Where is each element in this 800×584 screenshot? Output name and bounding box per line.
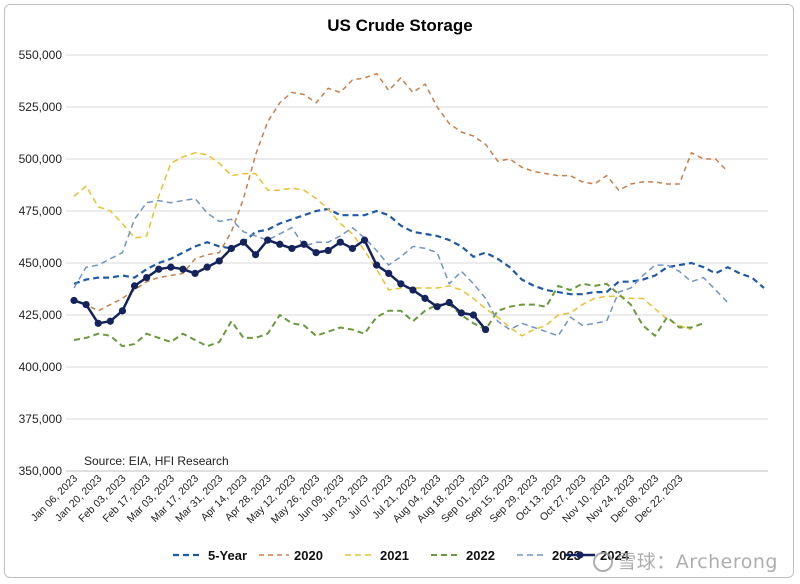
y-tick-label: 375,000 — [19, 412, 63, 426]
series-point — [421, 294, 429, 302]
series-point — [155, 265, 163, 273]
y-tick-label: 475,000 — [19, 204, 63, 218]
series-point — [336, 238, 344, 246]
series-point — [288, 244, 296, 253]
series-point — [312, 249, 320, 257]
series-point — [397, 280, 405, 288]
series-point — [82, 301, 90, 309]
series-point — [94, 319, 102, 327]
series-point — [70, 296, 78, 305]
series-point — [457, 309, 465, 317]
y-tick-label: 350,000 — [19, 464, 63, 478]
series-point — [215, 257, 223, 265]
series-point — [348, 244, 357, 253]
watermark: 雪球：Archerong — [593, 547, 778, 574]
series-point — [481, 325, 490, 334]
legend-label: 2021 — [380, 548, 409, 563]
series-point — [251, 251, 260, 259]
y-tick-label: 500,000 — [19, 152, 63, 166]
y-axis: 350,000 375,000 400,000 425,000 450,000 475,0… — [19, 48, 63, 478]
series-point — [203, 263, 211, 271]
series-point — [276, 240, 284, 248]
series-point — [227, 244, 235, 253]
watermark-text: 雪球：Archerong — [617, 551, 778, 573]
series-point — [324, 246, 332, 255]
y-tick-label: 425,000 — [19, 308, 63, 322]
series-layer — [70, 72, 765, 348]
series-point — [167, 263, 175, 271]
series-point — [106, 317, 114, 325]
series-point — [385, 269, 393, 277]
series-line-2020 — [73, 72, 729, 312]
series-line-5-year — [73, 207, 765, 296]
legend: 5-Year 2020 2021 2022 2023 2024 — [173, 548, 630, 563]
legend-label: 5-Year — [208, 548, 247, 563]
series-point — [179, 265, 187, 273]
series-point — [409, 286, 417, 294]
series-point — [191, 269, 199, 277]
series-point — [143, 273, 151, 282]
series-point — [445, 298, 453, 307]
series-point — [373, 261, 381, 269]
series-line-2021 — [73, 152, 692, 337]
y-tick-label: 550,000 — [19, 48, 63, 62]
watermark-logo-icon — [593, 552, 614, 572]
series-line-2022 — [73, 282, 704, 348]
series-point — [239, 238, 248, 246]
series-point — [469, 311, 478, 319]
legend-label: 2020 — [294, 548, 323, 563]
series-point — [300, 240, 308, 248]
series-point — [264, 236, 272, 244]
chart-title: US Crude Storage — [327, 16, 473, 35]
series-point — [130, 282, 139, 290]
legend-label: 2022 — [466, 548, 495, 563]
series-point — [433, 303, 441, 311]
grid-lines — [66, 54, 768, 472]
series-line-2023 — [73, 197, 729, 337]
y-tick-label: 400,000 — [19, 360, 63, 374]
y-tick-label: 450,000 — [19, 256, 63, 270]
y-tick-label: 525,000 — [19, 100, 63, 114]
series-point — [118, 307, 127, 315]
series-point — [360, 236, 369, 244]
legend-marker — [576, 551, 584, 559]
chart-frame — [4, 4, 794, 578]
source-annotation: Source: EIA, HFI Research — [84, 454, 229, 468]
